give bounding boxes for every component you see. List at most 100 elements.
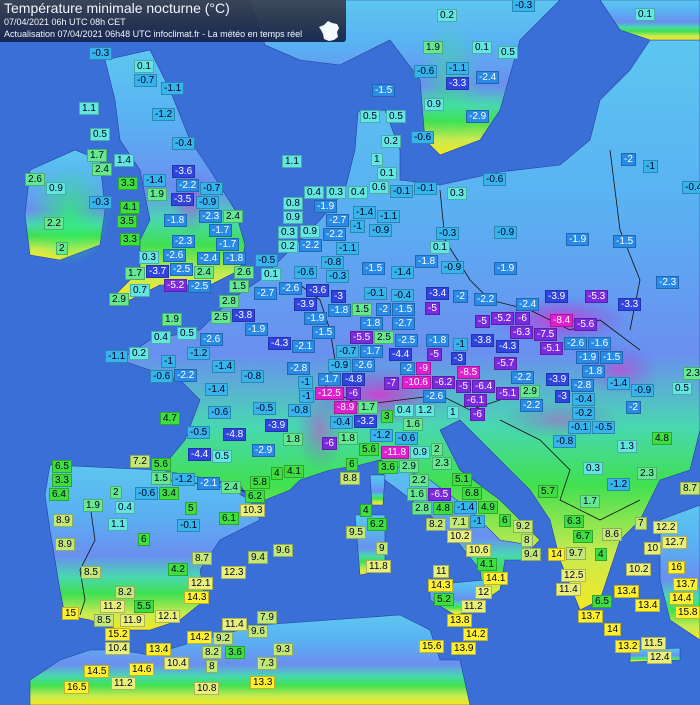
station-temperature-label: -1.5 xyxy=(600,351,624,364)
station-temperature-label: 8.7 xyxy=(192,552,212,565)
station-temperature-label: 0.8 xyxy=(283,197,303,210)
station-temperature-label: 0.3 xyxy=(278,226,298,239)
station-temperature-label: -3.3 xyxy=(446,77,470,90)
station-temperature-label: -6 xyxy=(346,387,361,400)
station-temperature-label: -0.5 xyxy=(592,421,616,434)
station-temperature-label: 15.6 xyxy=(419,640,445,653)
station-temperature-label: -1.4 xyxy=(454,501,478,514)
station-temperature-label: 15.8 xyxy=(675,606,700,619)
station-temperature-label: 1.5 xyxy=(352,303,372,316)
station-temperature-label: -1.2 xyxy=(370,429,394,442)
station-temperature-label: -0.9 xyxy=(369,224,393,237)
station-temperature-label: -5 xyxy=(425,302,440,315)
station-temperature-label: -4.8 xyxy=(223,428,247,441)
station-temperature-label: 2.9 xyxy=(399,460,419,473)
station-temperature-label: 0.7 xyxy=(130,284,150,297)
station-temperature-label: 3.4 xyxy=(159,487,179,500)
france-logo-icon xyxy=(319,21,339,41)
station-temperature-label: -5.1 xyxy=(496,387,520,400)
station-temperature-label: -6.3 xyxy=(510,326,534,339)
station-temperature-label: -0.6 xyxy=(135,487,159,500)
station-temperature-label: -0.9 xyxy=(631,384,655,397)
station-temperature-label: 2.5 xyxy=(211,311,231,324)
station-temperature-label: -2.6 xyxy=(279,282,303,295)
station-temperature-label: 5.2 xyxy=(434,593,454,606)
station-temperature-label: 1.7 xyxy=(580,495,600,508)
station-temperature-label: 1.4 xyxy=(114,154,134,167)
station-temperature-label: -1.9 xyxy=(576,351,600,364)
station-temperature-label: 10.4 xyxy=(164,657,190,670)
station-temperature-label: 2.6 xyxy=(234,266,254,279)
station-temperature-label: -1.4 xyxy=(353,206,377,219)
station-temperature-label: 14.3 xyxy=(428,579,454,592)
station-temperature-label: 8.2 xyxy=(426,518,446,531)
station-temperature-label: -0.8 xyxy=(241,370,265,383)
station-temperature-label: -3.9 xyxy=(545,290,569,303)
station-temperature-label: -7 xyxy=(384,377,399,390)
station-temperature-label: 2.3 xyxy=(637,467,657,480)
station-temperature-label: -3 xyxy=(451,352,466,365)
station-temperature-label: -1.1 xyxy=(336,242,360,255)
station-temperature-label: 9 xyxy=(376,542,388,555)
station-temperature-label: -2.2 xyxy=(174,369,198,382)
station-temperature-label: -2.6 xyxy=(352,359,376,372)
station-temperature-label: -4.3 xyxy=(268,337,292,350)
station-temperature-label: 0.1 xyxy=(261,268,281,281)
station-temperature-label: 11.4 xyxy=(222,618,247,631)
station-temperature-label: 6.3 xyxy=(564,515,584,528)
station-temperature-label: -12.5 xyxy=(315,387,344,400)
station-temperature-label: -1.8 xyxy=(223,252,247,265)
station-temperature-label: 14.2 xyxy=(187,631,213,644)
station-temperature-label: 9.5 xyxy=(346,526,366,539)
station-temperature-label: 0.5 xyxy=(672,382,692,395)
station-temperature-label: -2.4 xyxy=(476,71,500,84)
station-temperature-label: -1.7 xyxy=(318,373,342,386)
station-temperature-label: -1.4 xyxy=(205,383,229,396)
station-temperature-label: 1.1 xyxy=(108,518,128,531)
station-temperature-label: 1 xyxy=(371,153,383,166)
station-temperature-label: -0.9 xyxy=(494,226,518,239)
station-temperature-label: 3.3 xyxy=(120,233,140,246)
station-temperature-label: -3.8 xyxy=(232,309,256,322)
station-temperature-label: 6.4 xyxy=(49,488,69,501)
station-temperature-label: -1 xyxy=(453,338,468,351)
station-temperature-label: 7.2 xyxy=(130,455,150,468)
station-temperature-label: 1.9 xyxy=(162,313,182,326)
station-temperature-label: -0.4 xyxy=(330,416,354,429)
station-temperature-label: -2.4 xyxy=(516,298,540,311)
station-temperature-label: -5.1 xyxy=(540,342,564,355)
station-temperature-label: 2.9 xyxy=(109,293,129,306)
station-temperature-label: 12.2 xyxy=(653,521,679,534)
station-temperature-label: 1.6 xyxy=(407,488,427,501)
station-temperature-label: -1.8 xyxy=(164,214,188,227)
station-temperature-label: 6.5 xyxy=(52,460,72,473)
station-temperature-label: -6.1 xyxy=(464,394,488,407)
station-temperature-label: 9.4 xyxy=(248,551,268,564)
station-temperature-label: 5.7 xyxy=(538,485,558,498)
station-temperature-label: 10.3 xyxy=(240,504,266,517)
station-temperature-label: -3 xyxy=(331,290,346,303)
station-temperature-label: -1.9 xyxy=(314,200,338,213)
station-temperature-label: -2.6 xyxy=(564,337,588,350)
station-temperature-label: 2.4 xyxy=(221,481,241,494)
station-temperature-label: 0.1 xyxy=(377,167,397,180)
station-temperature-label: 0.5 xyxy=(386,110,406,123)
station-temperature-label: 13.4 xyxy=(146,643,172,656)
station-temperature-label: 5.6 xyxy=(359,443,379,456)
station-temperature-label: 16.5 xyxy=(64,681,90,694)
station-temperature-label: -6 xyxy=(515,312,530,325)
station-temperature-label: 0.5 xyxy=(498,46,518,59)
station-temperature-label: -1.4 xyxy=(212,360,236,373)
station-temperature-label: -3.5 xyxy=(171,193,195,206)
station-temperature-label: -5.2 xyxy=(164,279,188,292)
station-temperature-label: 1.1 xyxy=(282,155,302,168)
station-temperature-label: 12.4 xyxy=(647,651,673,664)
station-temperature-label: -1.1 xyxy=(161,82,185,95)
border-spain-portugal xyxy=(79,504,96,616)
station-temperature-label: -1 xyxy=(470,515,485,528)
station-temperature-label: -0.8 xyxy=(321,256,345,269)
station-temperature-label: -0.6 xyxy=(150,370,174,383)
station-temperature-label: -1.9 xyxy=(494,262,518,275)
station-temperature-label: -1 xyxy=(350,220,365,233)
station-temperature-label: 14.6 xyxy=(129,663,155,676)
